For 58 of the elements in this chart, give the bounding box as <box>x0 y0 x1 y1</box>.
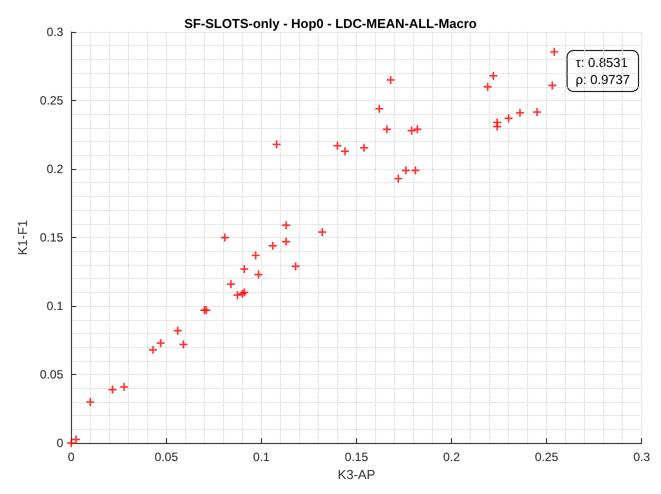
point <box>318 228 326 236</box>
point <box>220 234 229 242</box>
point <box>360 144 368 152</box>
point <box>382 125 391 134</box>
point <box>375 104 384 113</box>
point <box>386 76 395 84</box>
point <box>516 108 524 117</box>
y-axis-title: K1-F1 <box>15 220 30 256</box>
point <box>333 142 342 150</box>
x-tick-label: 0.2 <box>443 450 460 464</box>
point <box>341 147 350 156</box>
point <box>402 166 410 174</box>
point <box>268 242 277 250</box>
point <box>179 340 188 348</box>
point <box>292 262 300 270</box>
y-tick-label: 0 <box>56 436 64 450</box>
point <box>72 435 80 444</box>
point <box>272 140 281 148</box>
y-tick-label: 0.05 <box>40 368 64 382</box>
x-tick-label: 0.25 <box>534 450 559 464</box>
point <box>149 346 158 354</box>
point <box>489 72 498 80</box>
point <box>252 251 260 260</box>
chart-title: SF-SLOTS-only - Hop0 - LDC-MEAN-ALL-Macro <box>184 16 477 31</box>
point <box>411 166 420 174</box>
point <box>484 82 492 91</box>
point <box>226 280 235 288</box>
point <box>408 126 416 135</box>
y-tick-label: 0.25 <box>40 94 64 108</box>
x-axis-title: K3-AP <box>338 467 376 482</box>
point <box>174 326 182 335</box>
point <box>548 81 556 90</box>
point <box>504 114 513 122</box>
point <box>108 386 117 394</box>
point <box>413 125 422 134</box>
point <box>282 238 290 246</box>
x-tick-label: 0.3 <box>633 450 650 464</box>
y-tick-label: 0.3 <box>46 25 64 39</box>
point <box>233 291 242 300</box>
y-tick-label: 0.15 <box>40 230 64 245</box>
x-tick-label: 0.15 <box>344 450 368 464</box>
point <box>86 398 94 406</box>
point <box>493 122 502 131</box>
point <box>282 221 290 230</box>
x-tick-label: 0.1 <box>253 450 270 464</box>
point <box>240 265 248 274</box>
point <box>156 339 165 348</box>
point <box>533 108 542 116</box>
point <box>394 174 402 183</box>
y-tick-label: 0.2 <box>46 162 64 176</box>
y-tick-label: 0.1 <box>46 299 64 314</box>
point <box>254 270 263 279</box>
annotation: ρ: 0.9737 <box>576 72 630 87</box>
x-tick-label: 0 <box>68 450 75 464</box>
point <box>67 439 76 448</box>
point <box>120 382 128 391</box>
point <box>550 48 558 56</box>
x-tick-label: 0.05 <box>154 450 178 464</box>
